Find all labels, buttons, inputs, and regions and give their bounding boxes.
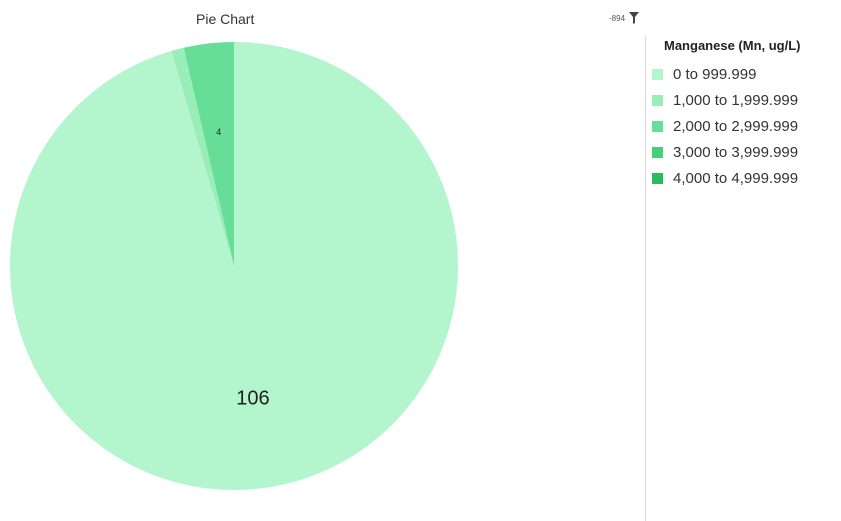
legend-item[interactable]: 1,000 to 1,999.999	[652, 87, 801, 113]
legend-label: 3,000 to 3,999.999	[673, 143, 799, 161]
legend-swatch	[652, 68, 663, 80]
legend-label: 0 to 999.999	[673, 65, 757, 83]
legend: Manganese (Mn, ug/L) 0 to 999.999 1,000 t…	[652, 38, 801, 191]
filter-funnel-icon[interactable]	[629, 12, 640, 24]
legend-item[interactable]: 2,000 to 2,999.999	[652, 113, 801, 139]
legend-items: 0 to 999.999 1,000 to 1,999.999 2,000 to 2…	[652, 61, 801, 191]
slice-data-label: 4	[216, 127, 221, 137]
slice-data-label: 106	[236, 387, 269, 409]
legend-swatch	[652, 94, 663, 106]
legend-item[interactable]: 0 to 999.999	[652, 61, 801, 87]
legend-item[interactable]: 4,000 to 4,999.999	[652, 165, 801, 191]
legend-label: 4,000 to 4,999.999	[673, 169, 799, 187]
filter-control[interactable]: -894	[609, 12, 640, 24]
legend-label: 1,000 to 1,999.999	[673, 91, 799, 109]
filter-value-label: -894	[609, 13, 626, 23]
chart-title: Pie Chart	[196, 11, 255, 27]
legend-item[interactable]: 3,000 to 3,999.999	[652, 139, 801, 165]
legend-swatch	[652, 120, 663, 132]
legend-divider	[645, 36, 646, 521]
legend-swatch	[652, 172, 663, 184]
legend-label: 2,000 to 2,999.999	[673, 117, 799, 135]
legend-title: Manganese (Mn, ug/L)	[664, 38, 801, 53]
pie-slice[interactable]	[171, 47, 234, 266]
legend-swatch	[652, 146, 663, 158]
pie-chart: 106 4	[10, 42, 458, 491]
pie-slice[interactable]	[183, 42, 234, 266]
